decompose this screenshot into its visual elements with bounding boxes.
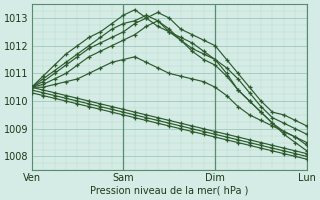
X-axis label: Pression niveau de la mer( hPa ): Pression niveau de la mer( hPa ) [90, 186, 248, 196]
